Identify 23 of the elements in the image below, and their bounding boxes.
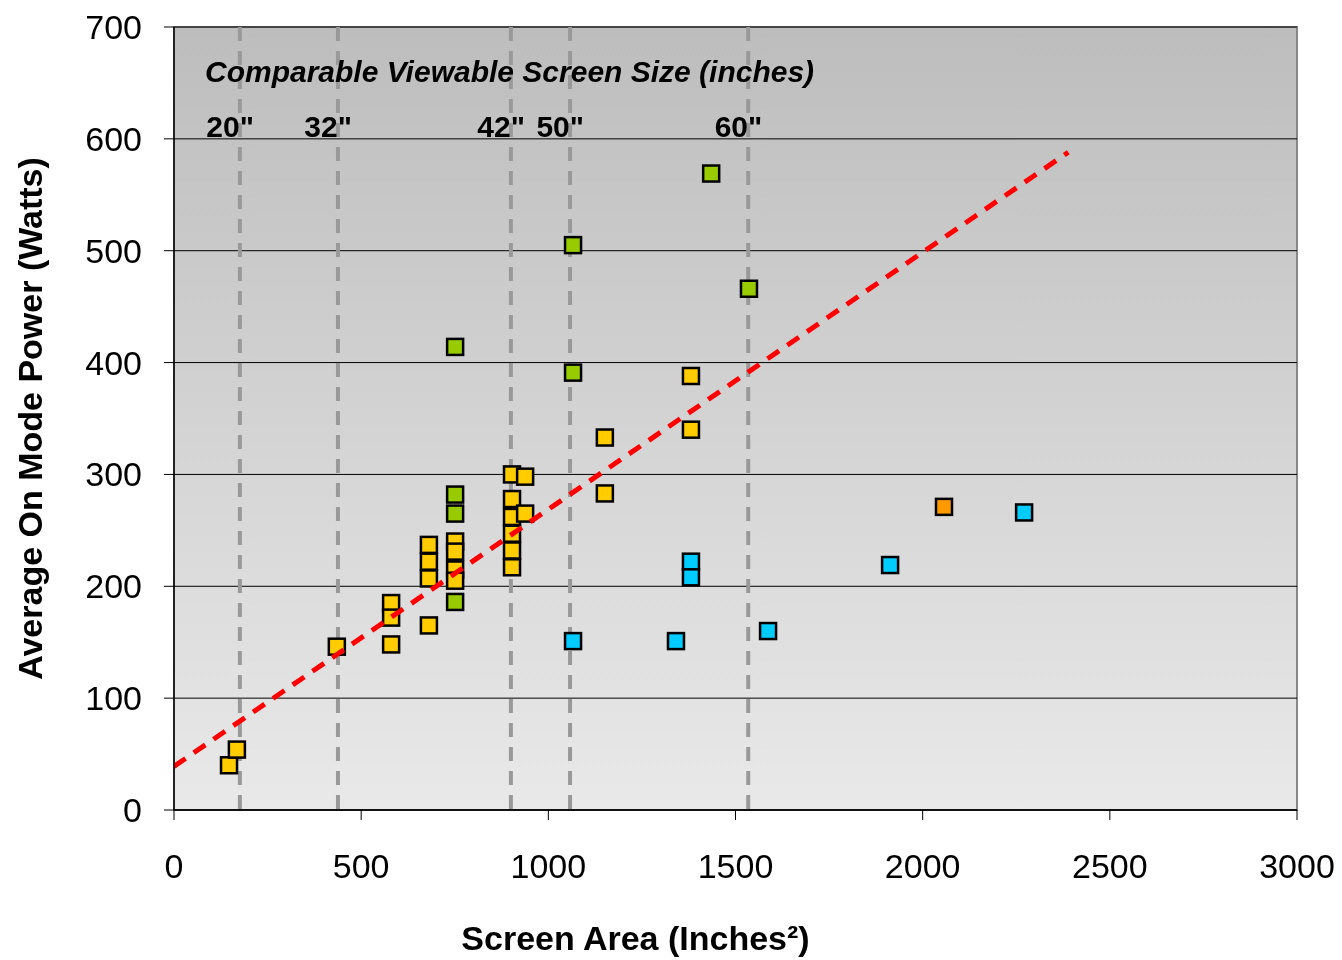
x-tick-label: 1500	[697, 847, 774, 885]
y-tick-label: 700	[85, 8, 142, 46]
x-tick-label: 0	[164, 847, 184, 885]
annotation: 60"	[714, 109, 763, 143]
annotation: 32"	[304, 109, 352, 143]
annotation: 20"	[206, 109, 254, 143]
y-tick-label: 500	[85, 231, 142, 270]
x-axis-title: Screen Area (Inches²)	[461, 919, 810, 957]
y-tick-label: 100	[85, 679, 142, 718]
x-tick-label: 2500	[1072, 847, 1148, 885]
annotation: 42"	[477, 109, 525, 143]
annotation: 50"	[536, 109, 585, 143]
y-tick-label: 400	[85, 343, 142, 382]
x-tick-label: 1000	[510, 847, 587, 885]
y-tick-label: 200	[85, 567, 142, 606]
annotation: Comparable Viewable Screen Size (inches)	[205, 55, 815, 88]
y-tick-label: 300	[85, 455, 142, 494]
y-axis-title: Average On Mode Power (Watts)	[11, 157, 49, 680]
x-tick-label: 3000	[1259, 847, 1335, 885]
x-tick-label: 500	[332, 847, 390, 885]
x-tick-label: 2000	[884, 847, 961, 885]
y-tick-label: 0	[123, 791, 142, 829]
y-tick-label: 600	[85, 119, 142, 158]
